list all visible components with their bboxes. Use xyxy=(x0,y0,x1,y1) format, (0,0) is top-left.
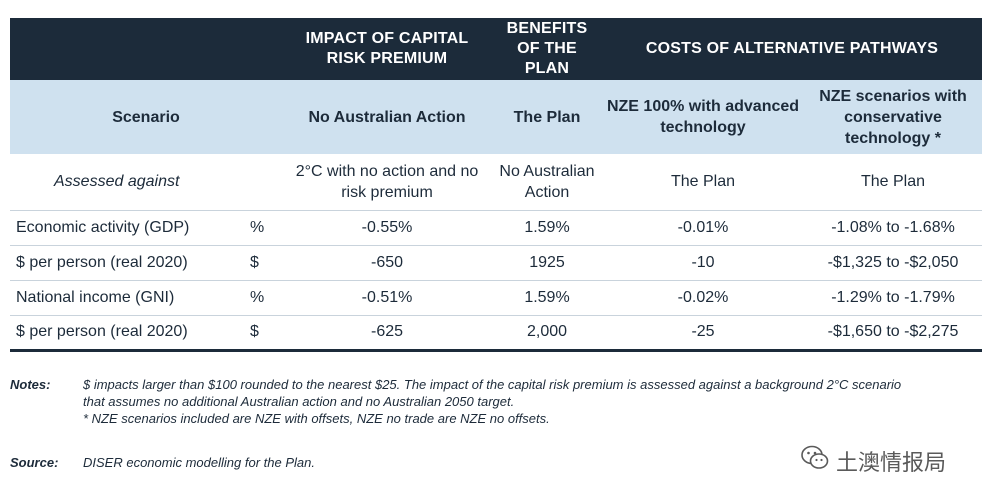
column-header-no-action: No Australian Action xyxy=(308,108,466,126)
group-header-impact: IMPACT OF CAPITAL RISK PREMIUM xyxy=(305,30,469,67)
watermark-text: 土澳情报局 xyxy=(836,450,947,476)
notes-section: Notes: $ impacts larger than $100 rounde… xyxy=(10,376,982,427)
table-cell: -$1,325 to -$2,050 xyxy=(804,245,982,281)
source-text: DISER economic modelling for the Plan. xyxy=(83,455,315,470)
row-label: $ per person (real 2020) xyxy=(10,245,246,281)
assessed-against-cell: The Plan xyxy=(602,154,804,211)
notes-line-1: $ impacts larger than $100 rounded to th… xyxy=(83,377,902,409)
column-header-nze-conservative: NZE scenarios with conservative technolo… xyxy=(819,87,967,147)
assessed-against-cell: 2°C with no action and no risk premium xyxy=(282,154,492,211)
table-cell: -0.02% xyxy=(602,280,804,316)
column-header-scenario: Scenario xyxy=(112,108,180,126)
source-key: Source: xyxy=(10,455,59,470)
table-row: Economic activity (GDP) % -0.55% 1.59% -… xyxy=(10,210,982,246)
results-table-container: IMPACT OF CAPITAL RISK PREMIUM BENEFITS … xyxy=(10,18,982,352)
table-cell: -25 xyxy=(602,315,804,352)
column-header-the-plan: The Plan xyxy=(513,108,581,126)
notes-key: Notes: xyxy=(10,377,51,392)
assessed-against-cell: No Australian Action xyxy=(492,154,602,211)
group-header-blank xyxy=(10,18,282,80)
column-header-nze100: NZE 100% with advanced technology xyxy=(606,98,800,136)
table-row: National income (GNI) % -0.51% 1.59% -0.… xyxy=(10,280,982,316)
table-cell: 1.59% xyxy=(492,280,602,316)
row-unit: % xyxy=(246,280,282,316)
group-header-costs: COSTS OF ALTERNATIVE PATHWAYS xyxy=(645,40,939,57)
row-label: Economic activity (GDP) xyxy=(10,210,246,246)
table-cell: 2,000 xyxy=(492,315,602,352)
watermark: 土澳情报局 xyxy=(800,444,946,477)
column-header-row: Scenario No Australian Action The Plan N… xyxy=(10,80,982,154)
table-cell: -625 xyxy=(282,315,492,352)
row-unit: $ xyxy=(246,315,282,352)
notes-text: $ impacts larger than $100 rounded to th… xyxy=(83,376,903,427)
table-cell: -650 xyxy=(282,245,492,281)
table-row: $ per person (real 2020) $ -650 1925 -10… xyxy=(10,245,982,281)
group-header-benefits: BENEFITS OF THE PLAN xyxy=(506,20,588,77)
wechat-icon xyxy=(800,444,830,477)
table-row: $ per person (real 2020) $ -625 2,000 -2… xyxy=(10,315,982,352)
table-cell: 1925 xyxy=(492,245,602,281)
table-cell: -1.29% to -1.79% xyxy=(804,280,982,316)
group-header-row: IMPACT OF CAPITAL RISK PREMIUM BENEFITS … xyxy=(10,18,982,80)
assessed-against-label: Assessed against xyxy=(10,154,282,211)
table-cell: -0.55% xyxy=(282,210,492,246)
row-unit: $ xyxy=(246,245,282,281)
table-cell: -10 xyxy=(602,245,804,281)
notes-row: Notes: $ impacts larger than $100 rounde… xyxy=(10,376,982,427)
row-label: $ per person (real 2020) xyxy=(10,315,246,352)
source-section: Source: DISER economic modelling for the… xyxy=(10,455,315,470)
assessed-against-cell: The Plan xyxy=(804,154,982,211)
table-cell: -0.01% xyxy=(602,210,804,246)
results-table: IMPACT OF CAPITAL RISK PREMIUM BENEFITS … xyxy=(10,18,982,352)
table-cell: 1.59% xyxy=(492,210,602,246)
row-label: National income (GNI) xyxy=(10,280,246,316)
notes-line-2: * NZE scenarios included are NZE with of… xyxy=(83,411,550,426)
table-cell: -1.08% to -1.68% xyxy=(804,210,982,246)
assessed-against-row: Assessed against 2°C with no action and … xyxy=(10,154,982,211)
table-cell: -$1,650 to -$2,275 xyxy=(804,315,982,352)
table-cell: -0.51% xyxy=(282,280,492,316)
row-unit: % xyxy=(246,210,282,246)
